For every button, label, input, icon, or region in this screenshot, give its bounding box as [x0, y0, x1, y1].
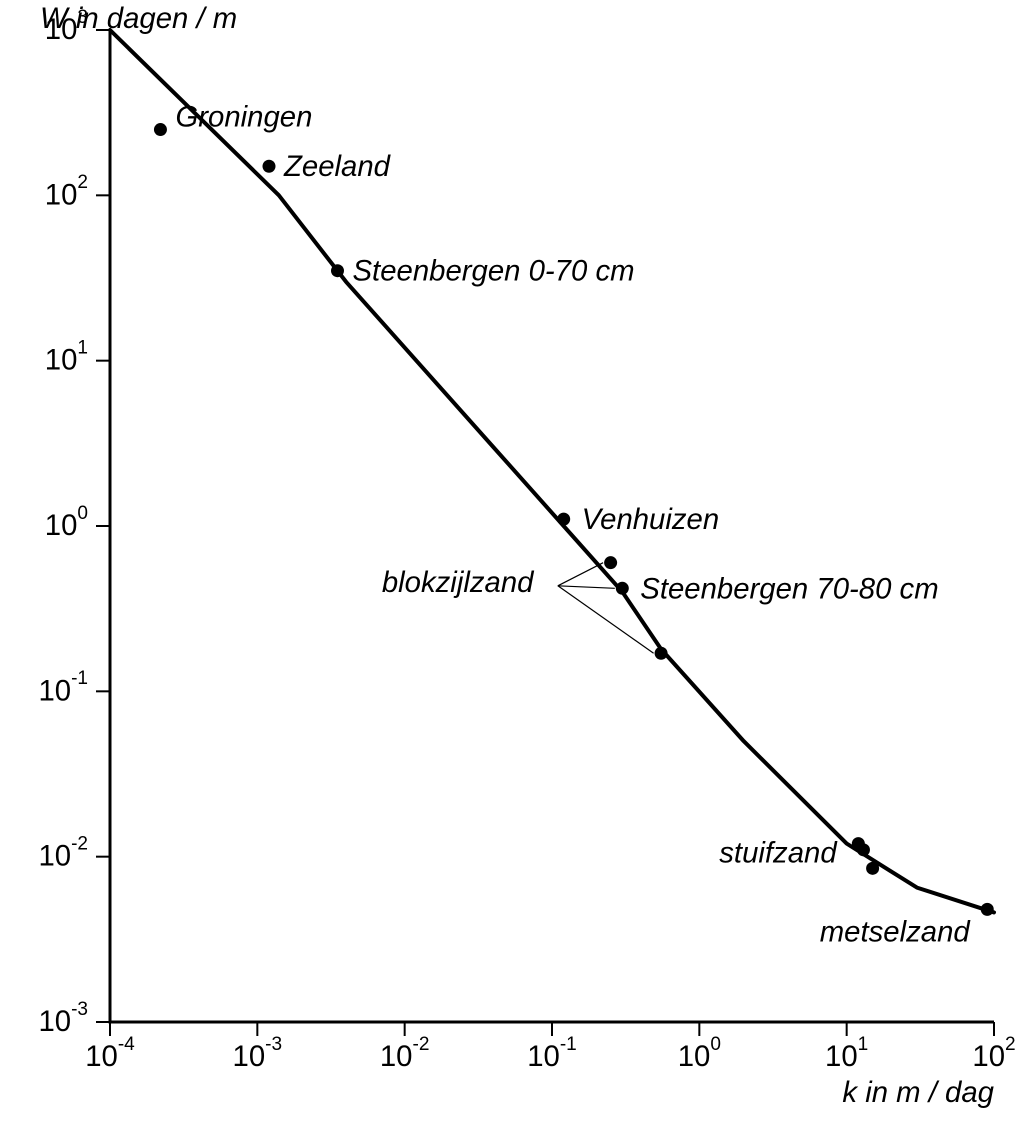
point-label-steenbergen-0-70: Steenbergen 0-70 cm: [352, 255, 634, 288]
y-tick-label: 10-3: [38, 999, 88, 1038]
point-stuifzand-c: [866, 862, 879, 875]
point-groningen: [154, 123, 167, 136]
x-tick-label: 10-4: [85, 1034, 135, 1073]
point-metselzand: [981, 903, 994, 916]
trend-line: [110, 30, 994, 912]
leader-line: [558, 586, 615, 588]
point-blokzijlzand-b: [655, 647, 668, 660]
point-label-zeeland: Zeeland: [283, 150, 392, 183]
point-label-venhuizen: Venhuizen: [582, 503, 720, 536]
y-axis-title: W in dagen / m: [40, 2, 237, 35]
stuifzand-label: stuifzand: [719, 837, 838, 870]
y-tick-label: 102: [45, 172, 88, 211]
point-label-groningen: Groningen: [175, 101, 312, 134]
x-tick-label: 10-3: [233, 1034, 283, 1073]
y-tick-label: 10-1: [38, 668, 88, 707]
x-tick-label: 100: [678, 1034, 721, 1073]
blokzijlzand-label: blokzijlzand: [382, 566, 535, 599]
point-zeeland: [262, 160, 275, 173]
metselzand-label: metselzand: [820, 915, 972, 948]
leader-line: [558, 563, 603, 586]
y-tick-label: 101: [45, 338, 88, 377]
x-axis-title: k in m / dag: [842, 1076, 994, 1109]
point-venhuizen: [557, 513, 570, 526]
point-steenbergen-0-70: [331, 264, 344, 277]
x-tick-label: 102: [972, 1034, 1015, 1073]
log-log-scatter-chart: 10-310-210-110010110210310-410-310-210-1…: [0, 0, 1036, 1140]
point-steenbergen-70-80: [616, 582, 629, 595]
x-tick-label: 10-1: [527, 1034, 577, 1073]
point-stuifzand-b: [857, 843, 870, 856]
x-tick-label: 101: [825, 1034, 868, 1073]
x-tick-label: 10-2: [380, 1034, 430, 1073]
point-blokzijlzand-a: [604, 556, 617, 569]
point-label-steenbergen-70-80: Steenbergen 70-80 cm: [640, 572, 938, 605]
axes: [110, 30, 994, 1022]
y-tick-label: 10-2: [38, 834, 88, 873]
y-tick-label: 100: [45, 503, 88, 542]
